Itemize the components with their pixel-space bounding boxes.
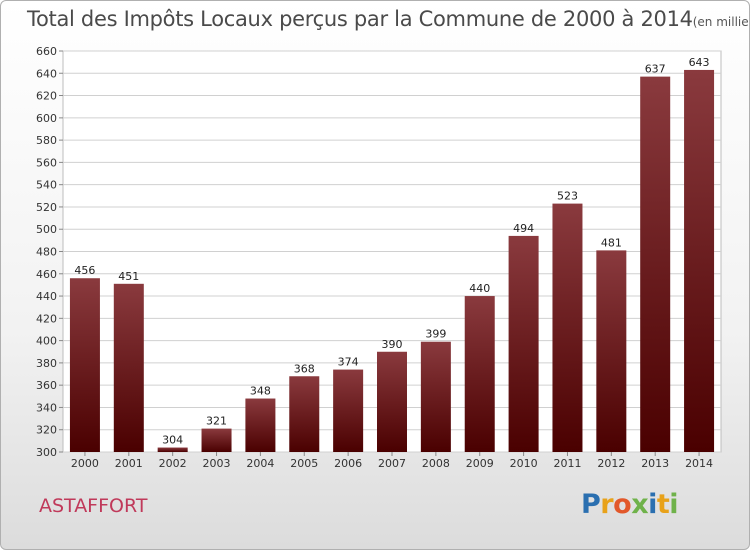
x-tick-label: 2009 xyxy=(466,457,494,470)
y-tick-label: 620 xyxy=(36,90,57,103)
bar xyxy=(684,69,715,453)
y-tick-label: 460 xyxy=(36,268,57,281)
y-tick-label: 640 xyxy=(36,67,57,80)
data-label: 494 xyxy=(513,222,534,235)
x-tick-label: 2014 xyxy=(685,457,713,470)
data-label: 304 xyxy=(162,434,183,447)
y-tick-label: 580 xyxy=(36,134,57,147)
data-label: 523 xyxy=(557,190,578,203)
bar xyxy=(640,76,671,452)
x-tick-label: 2003 xyxy=(203,457,231,470)
bar xyxy=(552,203,583,452)
y-tick-label: 520 xyxy=(36,201,57,214)
data-label: 321 xyxy=(206,415,227,428)
data-label: 348 xyxy=(250,385,271,398)
data-label: 481 xyxy=(601,236,622,249)
x-tick-label: 2006 xyxy=(334,457,362,470)
chart-title-unit: (en milliers d'€) xyxy=(692,15,749,29)
bar xyxy=(377,351,407,452)
data-label: 374 xyxy=(338,356,359,369)
data-label: 643 xyxy=(689,56,710,69)
y-tick-label: 360 xyxy=(36,379,57,392)
logo-letter: P xyxy=(581,489,601,520)
x-tick-label: 2004 xyxy=(246,457,274,470)
y-tick-label: 400 xyxy=(36,335,57,348)
y-tick-label: 600 xyxy=(36,112,57,125)
y-tick-label: 320 xyxy=(36,424,57,437)
logo-letter: x xyxy=(631,489,649,520)
chart-title-text: Total des Impôts Locaux perçus par la Co… xyxy=(27,7,693,31)
y-tick-label: 540 xyxy=(36,179,57,192)
data-label: 368 xyxy=(294,362,315,375)
commune-name: ASTAFFORT xyxy=(39,495,148,517)
bar xyxy=(289,376,320,452)
logo-letter: r xyxy=(600,489,614,520)
data-label: 456 xyxy=(74,264,95,277)
y-tick-label: 420 xyxy=(36,312,57,325)
bar xyxy=(333,369,364,452)
data-label: 451 xyxy=(118,270,139,283)
y-tick-label: 440 xyxy=(36,290,57,303)
bar xyxy=(596,250,627,452)
y-tick-label: 340 xyxy=(36,401,57,414)
x-tick-label: 2000 xyxy=(71,457,99,470)
x-tick-label: 2005 xyxy=(290,457,318,470)
y-tick-label: 480 xyxy=(36,246,57,259)
x-tick-label: 2002 xyxy=(159,457,187,470)
y-tick-label: 560 xyxy=(36,156,57,169)
logo-letter: o xyxy=(613,489,632,520)
chart-title: Total des Impôts Locaux perçus par la Co… xyxy=(27,7,749,31)
x-tick-label: 2008 xyxy=(422,457,450,470)
logo-letter: i xyxy=(669,489,679,520)
y-tick-label: 660 xyxy=(36,45,57,58)
x-tick-label: 2010 xyxy=(510,457,538,470)
logo-letter: t xyxy=(656,489,670,520)
bar xyxy=(157,447,188,452)
x-tick-label: 2013 xyxy=(641,457,669,470)
proxiti-logo[interactable]: Proxiti xyxy=(581,489,679,520)
bar xyxy=(420,341,451,452)
y-tick-label: 380 xyxy=(36,357,57,370)
data-label: 390 xyxy=(382,338,403,351)
bar xyxy=(464,296,495,452)
logo-letter: i xyxy=(648,489,657,520)
y-tick-label: 300 xyxy=(36,446,57,459)
data-label: 399 xyxy=(425,328,446,341)
bar xyxy=(245,398,276,452)
x-tick-label: 2011 xyxy=(553,457,581,470)
y-tick-label: 500 xyxy=(36,223,57,236)
x-tick-label: 2007 xyxy=(378,457,406,470)
data-label: 440 xyxy=(469,282,490,295)
bar xyxy=(113,283,144,452)
x-tick-label: 2012 xyxy=(597,457,625,470)
bar xyxy=(508,235,539,452)
x-tick-label: 2001 xyxy=(115,457,143,470)
bar xyxy=(69,278,100,452)
data-label: 637 xyxy=(645,63,666,76)
bar xyxy=(201,428,232,452)
